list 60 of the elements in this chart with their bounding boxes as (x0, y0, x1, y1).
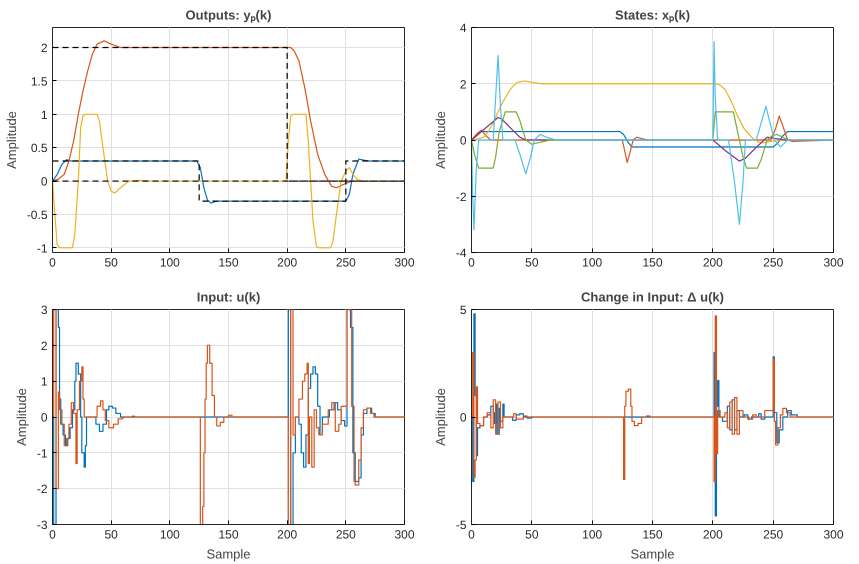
x-axis-title: Sample (630, 546, 675, 562)
x-tick-label: 250 (763, 528, 784, 542)
y-tick-label: 0 (460, 410, 467, 424)
x-tick-label: 100 (160, 528, 180, 542)
x-tick-label: 100 (582, 528, 603, 542)
y-tick-label: 3 (40, 303, 48, 317)
y-axis-title: Amplitude (432, 111, 448, 169)
y-tick-label: 1.5 (30, 74, 48, 88)
x-tick-label: 200 (277, 528, 298, 542)
y-axis-title: Amplitude (4, 111, 19, 169)
x-tick-label: 300 (394, 528, 415, 542)
y-tick-label: 0.5 (30, 141, 48, 156)
y-tick-label: 2 (460, 77, 467, 92)
y-tick-label: -3 (36, 518, 48, 532)
x-tick-label: 50 (525, 528, 539, 542)
y-tick-label: 0 (40, 410, 48, 424)
y-tick-label: -1 (36, 241, 48, 256)
y-tick-label: 1 (40, 374, 48, 389)
y-tick-label: 4 (460, 21, 467, 35)
y-tick-label: -4 (456, 246, 467, 260)
x-tick-label: 0 (49, 528, 56, 542)
x-tick-label: 250 (336, 528, 356, 542)
x-tick-label: 150 (218, 528, 239, 542)
x-tick-label: 200 (702, 256, 724, 270)
x-tick-label: 50 (104, 256, 118, 270)
chart-title: Outputs: yₚ(k) (186, 8, 272, 24)
chart-title: States: xₚ(k) (614, 8, 690, 24)
y-tick-label: -5 (456, 518, 467, 532)
x-tick-label: 300 (823, 256, 844, 270)
x-tick-label: 300 (823, 528, 844, 542)
x-tick-label: 0 (468, 528, 476, 542)
y-tick-label: 1 (40, 108, 48, 122)
x-tick-label: 250 (763, 256, 784, 270)
x-tick-label: 100 (582, 256, 603, 270)
y-tick-label: 2 (40, 338, 48, 353)
y-tick-label: -1 (36, 446, 48, 460)
y-tick-label: -2 (456, 190, 467, 204)
y-tick-label: 5 (460, 303, 467, 317)
chart-title: Input: u(k) (196, 290, 260, 304)
x-tick-label: 200 (277, 256, 298, 270)
x-tick-label: 100 (160, 256, 180, 270)
y-tick-label: -2 (36, 482, 48, 496)
y-tick-label: 0 (40, 174, 48, 189)
x-tick-label: 300 (394, 256, 415, 270)
y-axis-title: Amplitude (14, 388, 29, 446)
y-axis-title: Amplitude (432, 388, 448, 446)
y-tick-label: 0 (460, 134, 467, 148)
x-tick-label: 150 (642, 256, 663, 270)
chart-title: Change in Input: Δ u(k) (581, 290, 724, 304)
x-tick-label: 200 (702, 528, 724, 542)
y-tick-label: 2 (40, 41, 48, 56)
x-tick-label: 250 (336, 256, 356, 270)
x-axis-title: Sample (206, 546, 251, 562)
x-tick-label: 50 (525, 256, 539, 270)
x-tick-label: 0 (49, 256, 56, 270)
x-tick-label: 150 (642, 528, 663, 542)
x-tick-label: 0 (468, 256, 476, 270)
x-tick-label: 50 (104, 528, 118, 542)
x-tick-label: 150 (218, 256, 239, 270)
y-tick-label: -0.5 (26, 208, 48, 222)
